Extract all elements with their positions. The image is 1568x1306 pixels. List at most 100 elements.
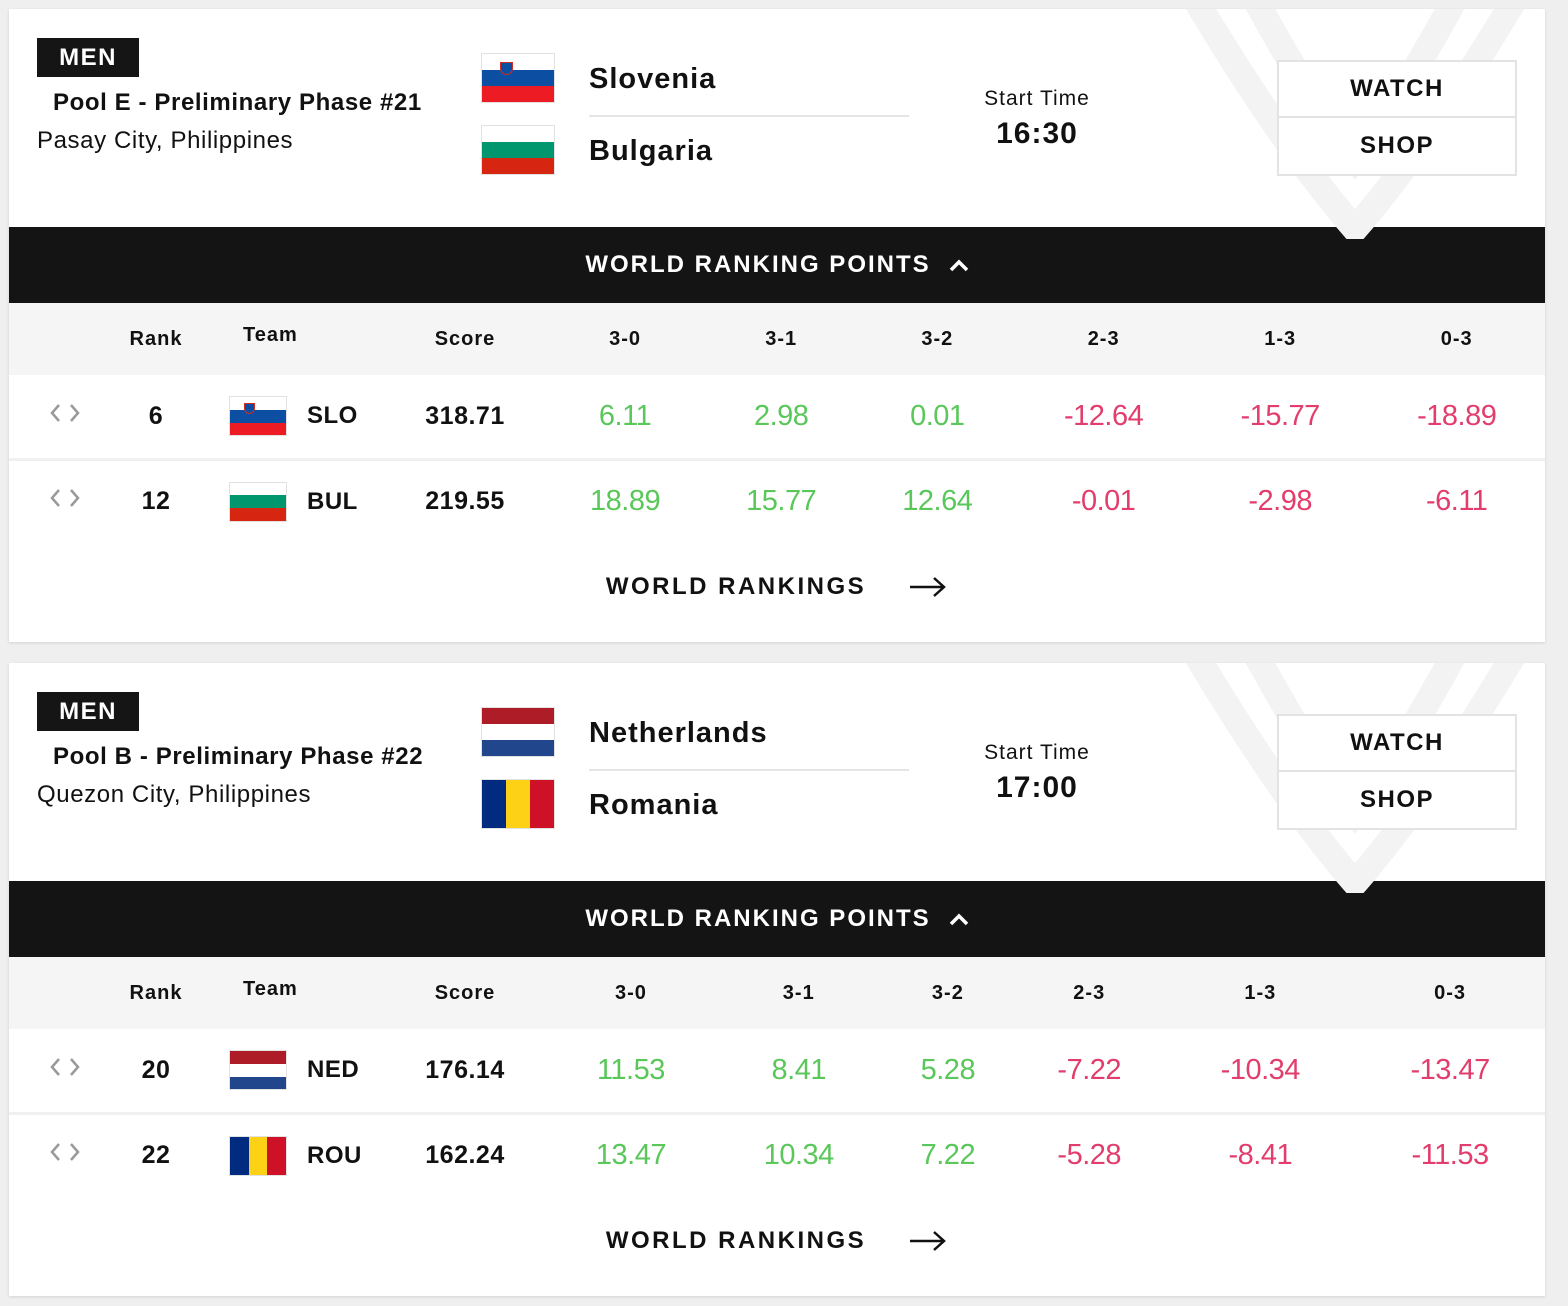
header-0-3: 0-3 <box>1440 327 1473 350</box>
chevron-up-icon <box>949 913 968 926</box>
world-ranking-points-title: WORLD RANKING POINTS <box>585 905 931 932</box>
shop-button[interactable]: SHOP <box>1277 772 1517 830</box>
reorder-control[interactable] <box>9 1113 115 1197</box>
chevron-left-icon[interactable] <box>49 402 61 424</box>
header-score: Score <box>434 327 496 350</box>
points-1-3: -8.41 <box>1228 1139 1293 1172</box>
team-cell: NED <box>197 1029 383 1113</box>
pool-label: Pool B - Preliminary Phase #22 <box>53 743 424 770</box>
arrow-right-icon <box>910 577 947 597</box>
points-3-1: 15.77 <box>746 485 817 518</box>
world-rankings-link[interactable]: WORLD RANKINGS <box>9 543 1545 631</box>
points-3-2: 5.28 <box>920 1053 976 1086</box>
chevron-left-icon[interactable] <box>49 487 61 509</box>
chevron-right-icon[interactable] <box>69 402 81 424</box>
points-3-1: 10.34 <box>763 1139 835 1172</box>
points-0-3: -18.89 <box>1417 399 1497 432</box>
header-rank: Rank <box>129 327 183 350</box>
gender-badge: MEN <box>37 38 139 77</box>
start-time-label: Start Time <box>984 87 1090 110</box>
header-team: Team <box>243 977 298 1000</box>
header-3-2: 3-2 <box>921 327 954 350</box>
team-code: NED <box>307 1056 360 1084</box>
rank-cell: 20 <box>141 1055 171 1084</box>
header-1-3: 1-3 <box>1264 327 1297 350</box>
points-3-2: 0.01 <box>910 399 965 432</box>
team-code: BUL <box>307 487 358 515</box>
arrow-right-icon <box>910 1231 947 1251</box>
watch-button[interactable]: WATCH <box>1277 60 1517 118</box>
reorder-control[interactable] <box>9 1029 115 1113</box>
points-3-2: 12.64 <box>902 485 973 518</box>
table-row: 12 BUL 219.55 18.89 15.77 12.64 -0.01 -2… <box>9 459 1545 543</box>
team-b-name[interactable]: Romania <box>589 789 719 821</box>
points-0-3: -11.53 <box>1411 1139 1490 1172</box>
rank-cell: 22 <box>141 1141 171 1170</box>
chevron-right-icon[interactable] <box>69 1141 81 1163</box>
points-3-0: 13.47 <box>595 1139 667 1172</box>
score-cell: 318.71 <box>425 401 505 430</box>
chevron-left-icon[interactable] <box>49 1056 61 1078</box>
header-rank: Rank <box>129 981 183 1004</box>
slovenia-flag-icon <box>481 53 555 103</box>
reorder-control[interactable] <box>9 459 115 543</box>
chevron-right-icon[interactable] <box>69 487 81 509</box>
table-row: 22 ROU 162.24 13.47 10.34 7.22 -5.28 -8.… <box>9 1113 1545 1197</box>
score-cell: 176.14 <box>425 1055 505 1084</box>
points-2-3: -5.28 <box>1057 1139 1122 1172</box>
world-ranking-points-toggle[interactable]: WORLD RANKING POINTS <box>9 227 1545 303</box>
header-3-2: 3-2 <box>931 981 964 1004</box>
chevron-left-icon[interactable] <box>49 1141 61 1163</box>
team-a-name[interactable]: Slovenia <box>589 63 717 95</box>
chevron-right-icon[interactable] <box>69 1056 81 1078</box>
team-divider <box>589 115 909 117</box>
team-b-name[interactable]: Bulgaria <box>589 135 714 167</box>
match-header: MEN Pool E - Preliminary Phase #21 Pasay… <box>9 9 1545 239</box>
header-score: Score <box>434 981 496 1004</box>
match-card: MEN Pool B - Preliminary Phase #22 Quezo… <box>9 663 1545 1296</box>
points-2-3: -0.01 <box>1071 485 1136 518</box>
watch-button[interactable]: WATCH <box>1277 714 1517 772</box>
ranking-points-table: Rank Team Score 3-0 3-1 3-2 2-3 1-3 0-3 <box>9 957 1545 1197</box>
start-time-value: 17:00 <box>996 771 1078 804</box>
points-3-0: 11.53 <box>596 1053 665 1086</box>
rank-cell: 12 <box>141 487 171 516</box>
world-rankings-label: WORLD RANKINGS <box>605 1227 867 1254</box>
ranking-points-table: Rank Team Score 3-0 3-1 3-2 2-3 1-3 0-3 <box>9 303 1545 543</box>
points-3-2: 7.22 <box>920 1139 976 1172</box>
world-rankings-link[interactable]: WORLD RANKINGS <box>9 1197 1545 1285</box>
team-cell: BUL <box>197 459 383 543</box>
match-header: MEN Pool B - Preliminary Phase #22 Quezo… <box>9 663 1545 893</box>
slovenia-flag-icon <box>229 396 287 437</box>
netherlands-flag-icon <box>481 707 555 757</box>
header-3-0: 3-0 <box>614 981 647 1004</box>
world-rankings-label: WORLD RANKINGS <box>605 573 867 600</box>
header-2-3: 2-3 <box>1073 981 1106 1004</box>
team-code: ROU <box>307 1141 362 1169</box>
header-3-0: 3-0 <box>609 327 642 350</box>
score-cell: 219.55 <box>425 487 505 516</box>
netherlands-flag-icon <box>229 1050 287 1091</box>
points-3-1: 8.41 <box>771 1053 827 1086</box>
header-0-3: 0-3 <box>1434 981 1467 1004</box>
chevron-up-icon <box>949 259 968 272</box>
score-cell: 162.24 <box>425 1141 505 1170</box>
header-1-3: 1-3 <box>1244 981 1277 1004</box>
world-ranking-points-toggle[interactable]: WORLD RANKING POINTS <box>9 881 1545 957</box>
points-3-0: 18.89 <box>590 485 661 518</box>
start-time-label: Start Time <box>984 741 1090 764</box>
shop-button[interactable]: SHOP <box>1277 118 1517 176</box>
header-spacer <box>9 957 115 1029</box>
points-1-3: -15.77 <box>1240 399 1321 432</box>
team-a-name[interactable]: Netherlands <box>589 717 768 749</box>
gender-badge: MEN <box>37 692 139 731</box>
rank-cell: 6 <box>148 401 164 430</box>
table-row: 6 SLO 318.71 6.11 2.98 0.01 -12.64 -15.7… <box>9 375 1545 459</box>
bulgaria-flag-icon <box>481 125 555 175</box>
points-3-1: 2.98 <box>753 399 809 432</box>
points-0-3: -13.47 <box>1410 1053 1490 1086</box>
table-row: 20 NED 176.14 11.53 8.41 5.28 -7.22 -10.… <box>9 1029 1545 1113</box>
points-3-0: 6.11 <box>598 399 652 432</box>
reorder-control[interactable] <box>9 375 115 459</box>
world-ranking-points-title: WORLD RANKING POINTS <box>585 251 931 278</box>
